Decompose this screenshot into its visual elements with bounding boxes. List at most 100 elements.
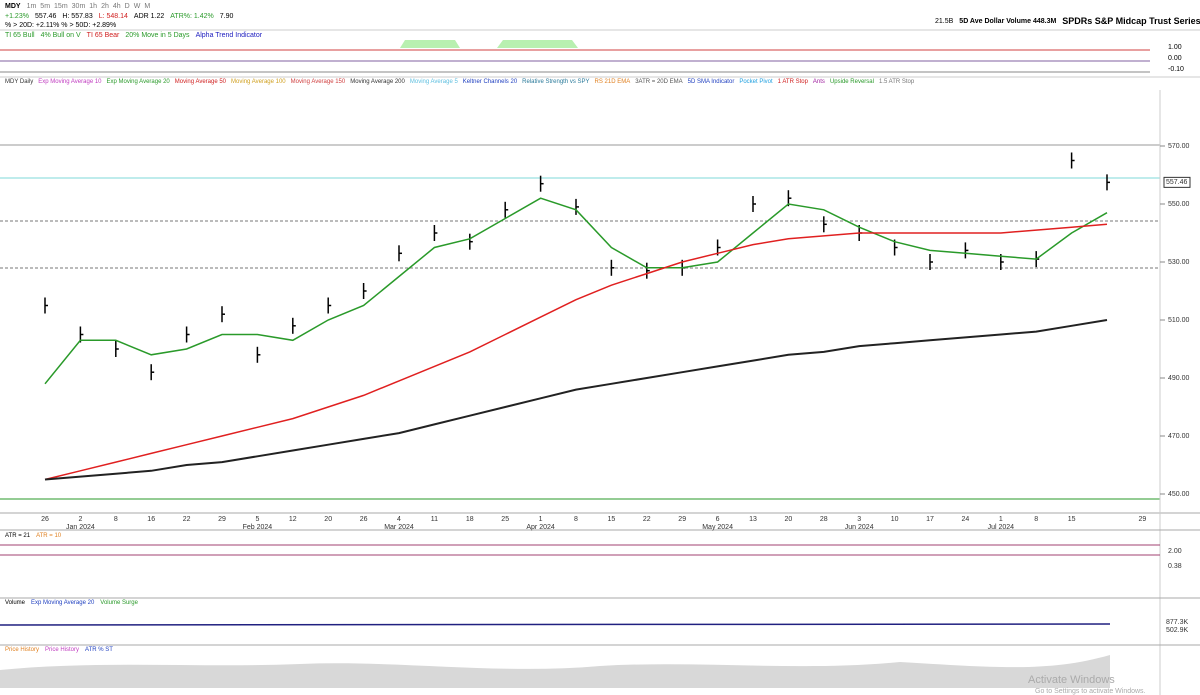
atr-pct: ATR%: 1.42% xyxy=(170,13,214,20)
low: L: 548.14 xyxy=(98,13,128,20)
x-tick-label: 15 xyxy=(1068,516,1076,523)
info: 21.5B 5D Ave Dollar Volume 448.3M SPDRs … xyxy=(935,16,1200,26)
y-tick-label: 470.00 xyxy=(1168,433,1190,440)
x-tick-label: 2 xyxy=(78,516,82,523)
x-tick-label: 15 xyxy=(608,516,616,523)
signal-label: 4% Bull on V xyxy=(40,32,81,39)
legend: MDY Daily Exp Moving Average 10 Exp Moving… xyxy=(5,79,914,85)
volume-average xyxy=(0,623,1111,626)
ma-distance: % > 20D: +2.11% % > 50D: +2.89% xyxy=(5,22,117,29)
timeframe[interactable]: 5m xyxy=(40,3,51,10)
month-label: Apr 2024 xyxy=(526,524,555,531)
month-label: Jun 2024 xyxy=(845,524,874,531)
moving-average xyxy=(44,197,1108,385)
legend-item[interactable]: 1.5 ATR Stop xyxy=(878,79,915,85)
timeframe[interactable]: 4h xyxy=(112,3,121,10)
legend-item[interactable]: 3ATR = 20D EMA xyxy=(635,79,683,85)
volume-label: Volume Surge xyxy=(100,600,138,606)
legend-item[interactable]: 1 ATR Stop xyxy=(777,79,808,85)
signal-values: 1.00 0.00 -0.10 xyxy=(1168,44,1184,73)
x-tick-label: 26 xyxy=(360,516,368,523)
history-labels: Price History Price History ATR % ST xyxy=(5,647,113,653)
x-tick-label: 8 xyxy=(574,516,578,523)
month-label: May 2024 xyxy=(702,524,733,531)
legend-item[interactable]: Relative Strength vs SPY xyxy=(522,79,590,85)
signal-blocks xyxy=(400,40,578,48)
legend-item[interactable]: Pocket Pivot xyxy=(739,79,773,85)
atr-tick: 2.00 xyxy=(1168,548,1182,555)
high: H: 557.83 xyxy=(62,13,93,20)
month-label: Feb 2024 xyxy=(243,524,273,531)
timeframe[interactable]: 30m xyxy=(71,3,86,10)
timeframe[interactable]: 1m xyxy=(26,3,37,10)
last-price-box xyxy=(1163,176,1191,188)
watermark-text: Go to Settings to activate Windows. xyxy=(1035,688,1146,695)
signal-labels: TI 65 Bull 4% Bull on V TI 65 Bear 20% Move… xyxy=(5,32,262,39)
x-tick-label: 10 xyxy=(891,516,899,523)
x-tick-label: 4 xyxy=(397,516,401,523)
timeframe[interactable]: M xyxy=(144,3,151,10)
security-name: SPDRs S&P Midcap Trust Series ETF xyxy=(1062,16,1200,26)
x-tick-label: 22 xyxy=(183,516,191,523)
history-label: Price History xyxy=(45,647,80,653)
market-cap: 21.5B xyxy=(935,17,954,25)
signal-label: 20% Move in 5 Days xyxy=(125,32,190,39)
x-tick-label: 12 xyxy=(289,516,297,523)
y-tick-label: 450.00 xyxy=(1168,491,1190,498)
volume-labels: Volume Exp Moving Average 20 Volume Surg… xyxy=(5,600,138,606)
y-tick-label: 530.00 xyxy=(1168,259,1190,266)
legend-item[interactable]: Moving Average 5 xyxy=(409,79,458,85)
signal-label: Alpha Trend Indicator xyxy=(195,32,263,39)
volume-label: Exp Moving Average 20 xyxy=(31,600,95,606)
dollar-volume: 5D Ave Dollar Volume 448.3M xyxy=(959,17,1057,25)
timeframe[interactable]: 15m xyxy=(54,3,68,10)
x-tick-label: 29 xyxy=(1139,516,1147,523)
watermark-title: Activate Windows xyxy=(1028,674,1115,686)
toolbar: MDY 1m 5m 15m 30m 1h 2h 4h D W M xyxy=(5,3,150,10)
timeframe[interactable]: D xyxy=(124,3,130,10)
stats-2: % > 20D: +2.11% % > 50D: +2.89% xyxy=(5,22,116,29)
x-tick-label: 22 xyxy=(643,516,651,523)
legend-item[interactable]: Moving Average 150 xyxy=(290,79,346,85)
atr-tick: 0.38 xyxy=(1168,563,1182,570)
adr: ADR 1.22 xyxy=(133,13,165,20)
x-tick-label: 1 xyxy=(999,516,1003,523)
symbol[interactable]: MDY xyxy=(5,3,21,10)
change: +1.23% xyxy=(5,13,29,20)
x-tick-label: 3 xyxy=(857,516,861,523)
legend-item[interactable]: 5D SMA Indicator xyxy=(687,79,735,85)
legend-item[interactable]: Moving Average 200 xyxy=(350,79,405,85)
stats: +1.23% 557.46 H: 557.83 L: 548.14 ADR 1.… xyxy=(5,13,233,20)
legend-item[interactable]: Moving Average 50 xyxy=(174,79,227,85)
history-label: ATR % ST xyxy=(85,647,113,653)
legend-item[interactable]: Exp Moving Average 20 xyxy=(106,79,170,85)
legend-item[interactable]: Ants xyxy=(812,79,825,85)
legend-item[interactable]: Upside Reversal xyxy=(829,79,874,85)
x-tick-label: 13 xyxy=(749,516,757,523)
atr-label: ATR = 10 xyxy=(36,533,62,539)
last-price-label: 557.46 xyxy=(1166,179,1188,186)
timeframe[interactable]: W xyxy=(133,3,141,10)
legend-item[interactable]: Moving Average 100 xyxy=(231,79,286,85)
y-tick-label: 570.00 xyxy=(1168,143,1190,150)
volume-tick: 502.9K xyxy=(1166,627,1189,634)
timeframe[interactable]: 1h xyxy=(89,3,98,10)
legend-item[interactable]: MDY Daily xyxy=(5,79,34,85)
x-tick-label: 20 xyxy=(324,516,332,523)
legend-item[interactable]: Keltner Channels 20 xyxy=(462,79,518,85)
timeframes: 1m 5m 15m 30m 1h 2h 4h D W M xyxy=(27,3,151,10)
timeframe[interactable]: 2h xyxy=(101,3,109,10)
legend-item[interactable]: Exp Moving Average 10 xyxy=(38,79,102,85)
x-tick-label: 28 xyxy=(820,516,828,523)
x-tick-label: 29 xyxy=(218,516,226,523)
history-area xyxy=(0,655,1110,688)
month-label: Mar 2024 xyxy=(384,524,414,531)
x-tick-label: 25 xyxy=(501,516,509,523)
legend-item[interactable]: RS 21D EMA xyxy=(594,79,631,85)
x-tick-label: 24 xyxy=(962,516,970,523)
x-tick-label: 11 xyxy=(431,516,438,523)
y-tick-label: 510.00 xyxy=(1168,317,1190,324)
